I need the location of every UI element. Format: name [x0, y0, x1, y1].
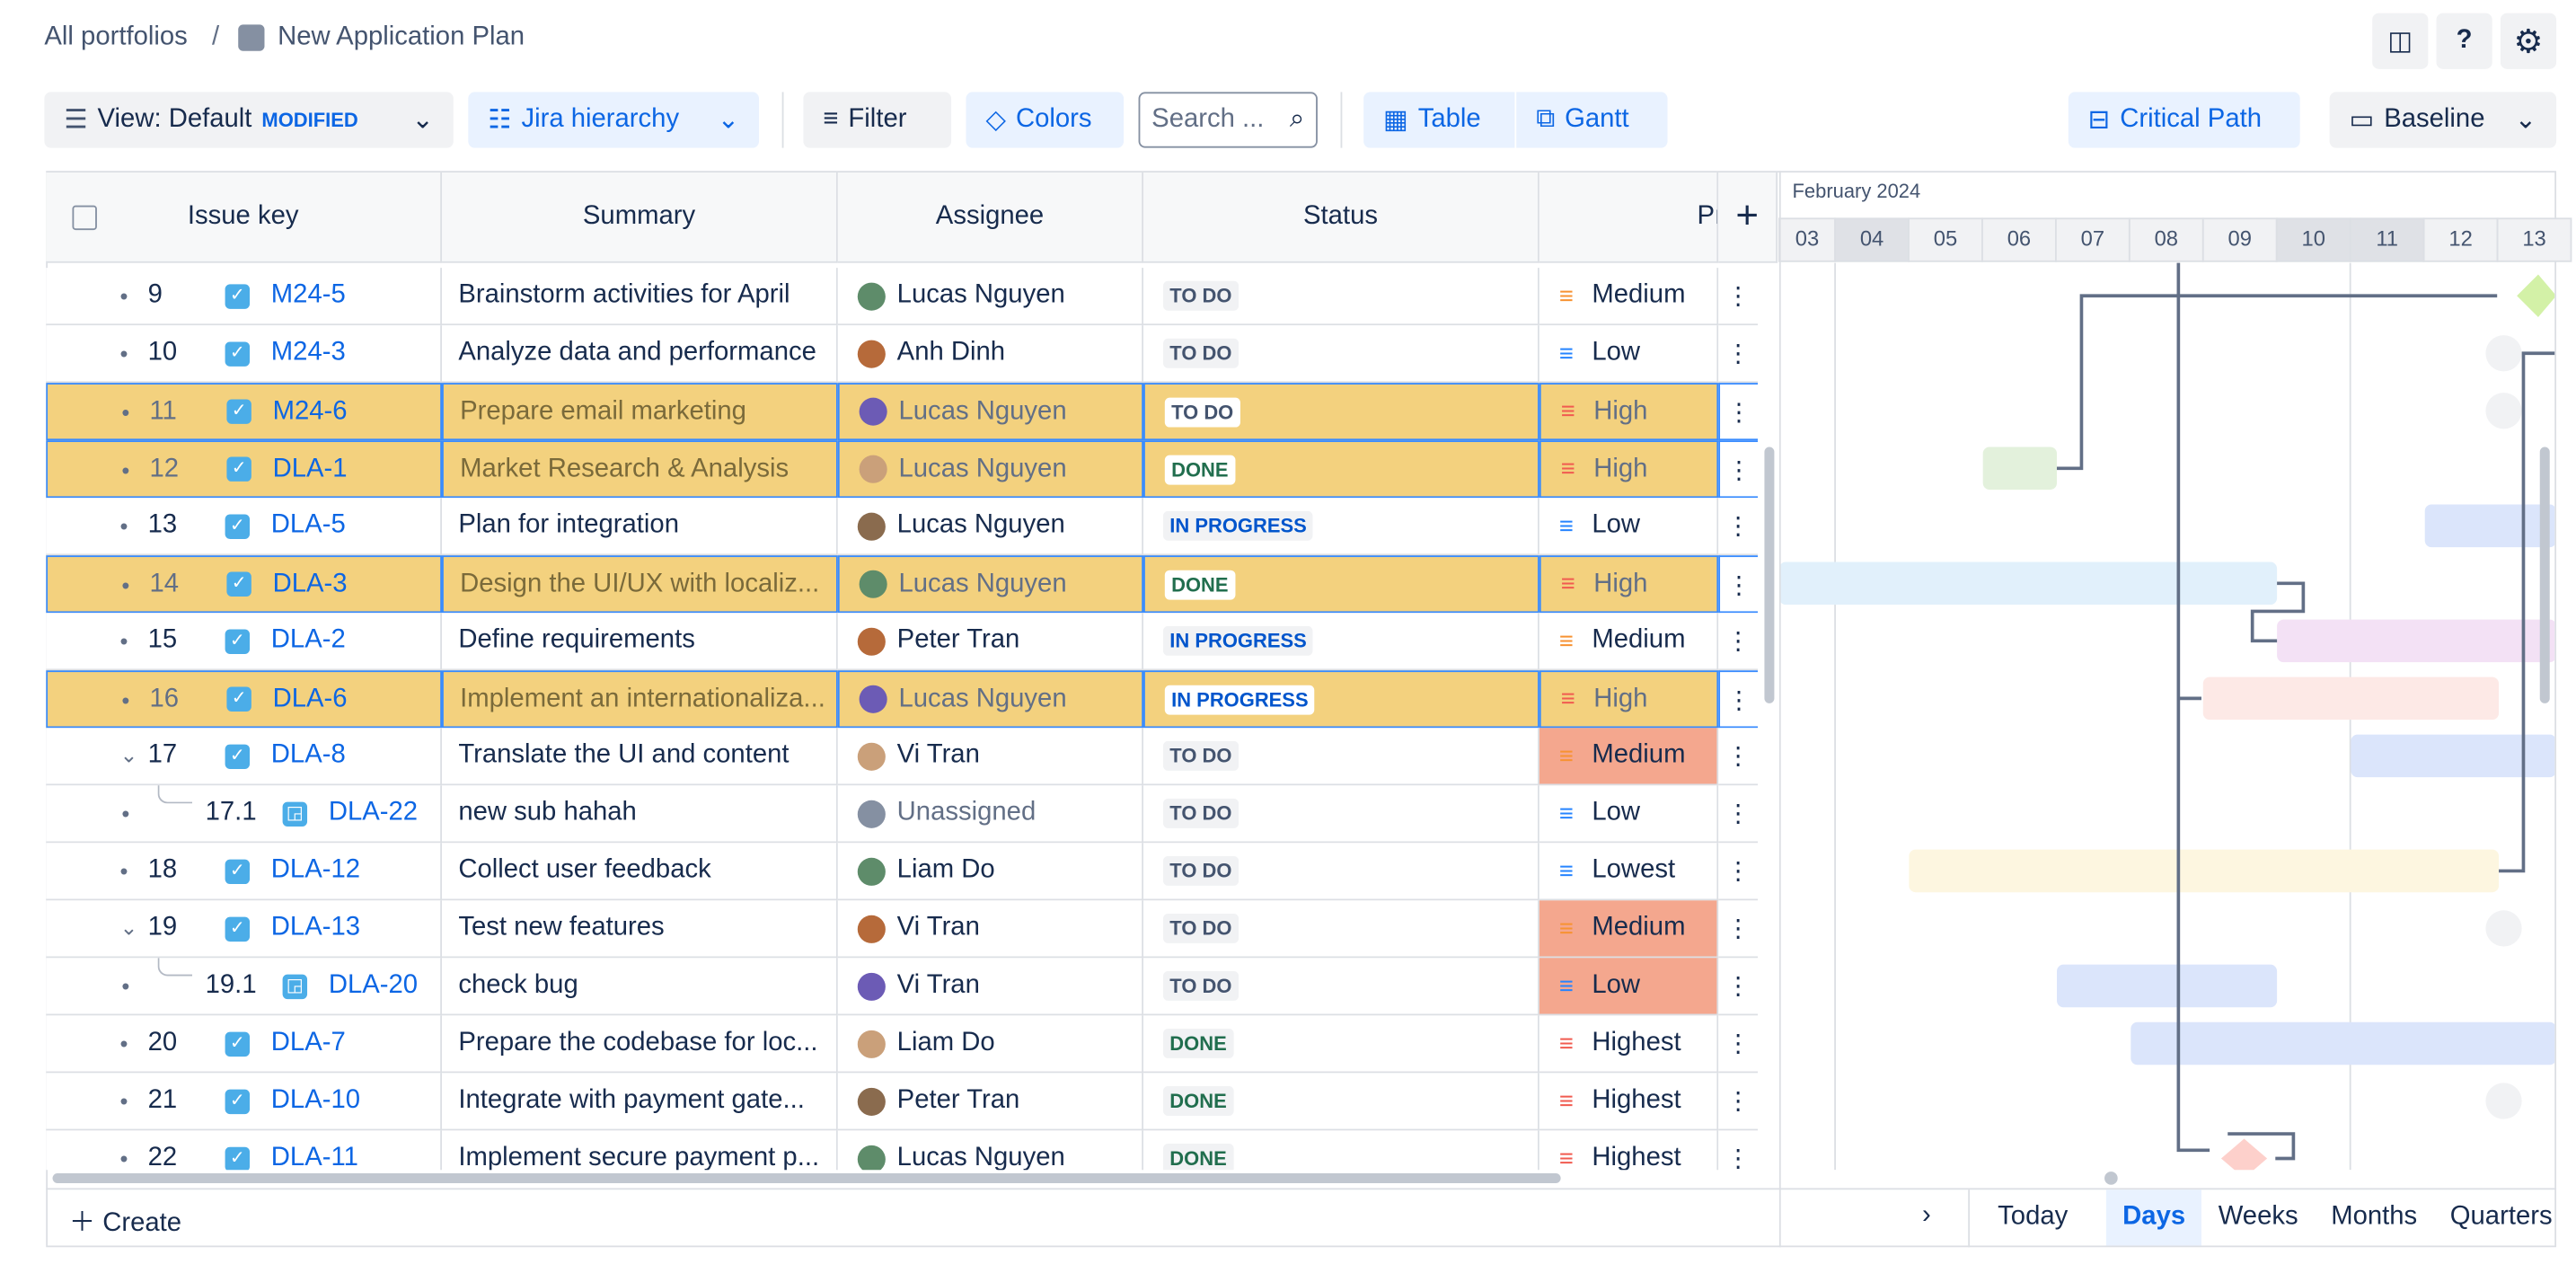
create-label: Create — [102, 1209, 181, 1237]
create-button[interactable]: ＋ Create — [69, 1199, 181, 1239]
gantt-bar[interactable] — [1909, 850, 2499, 893]
day-label: 07 — [2081, 226, 2104, 251]
scale-option[interactable]: Days — [2106, 1189, 2202, 1245]
gantt-bar[interactable] — [1779, 562, 2277, 606]
day-label: 04 — [1860, 226, 1883, 251]
splitter[interactable] — [1779, 171, 1781, 1247]
day-label: 09 — [2228, 226, 2252, 251]
scale-option[interactable]: Months — [2315, 1189, 2434, 1245]
day-label: 06 — [2007, 226, 2031, 251]
gantt-bar[interactable] — [2425, 505, 2556, 548]
milestone — [2517, 274, 2556, 317]
scroll-next[interactable]: › — [1922, 1201, 1931, 1231]
gantt-bar[interactable] — [2203, 677, 2499, 721]
gantt-bar[interactable] — [2351, 735, 2556, 778]
gantt-bar[interactable] — [2277, 620, 2556, 663]
day-label: 08 — [2155, 226, 2178, 251]
day-label: 12 — [2448, 226, 2472, 251]
scale-option[interactable]: Quarters — [2433, 1189, 2568, 1245]
gantt-hscroll-thumb[interactable] — [2104, 1171, 2118, 1185]
today-button[interactable]: Today — [1998, 1203, 2068, 1233]
day-label: 10 — [2301, 226, 2325, 251]
scale-group: DaysWeeksMonthsQuarters — [2106, 1189, 2569, 1245]
dependency-line — [2057, 296, 2497, 468]
milestone — [2221, 1139, 2267, 1179]
scroll-to-bar[interactable] — [2485, 910, 2521, 946]
gantt-bar[interactable] — [1983, 447, 2057, 491]
divider — [1968, 1189, 1970, 1247]
day-label: 03 — [1795, 226, 1819, 251]
scale-option[interactable]: Weeks — [2201, 1189, 2314, 1245]
gantt-month: February 2024 — [1793, 180, 1921, 202]
scroll-to-bar[interactable] — [2485, 393, 2521, 429]
gantt-bar[interactable] — [2130, 1022, 2556, 1065]
day-label: 05 — [1934, 226, 1957, 251]
day-label: 13 — [2522, 226, 2545, 251]
gantt-bar[interactable] — [2057, 965, 2277, 1008]
scroll-to-bar[interactable] — [2485, 1083, 2521, 1118]
gantt-scrollbar[interactable] — [2540, 447, 2550, 703]
day-label: 11 — [2376, 226, 2398, 251]
scroll-to-bar[interactable] — [2485, 335, 2521, 371]
